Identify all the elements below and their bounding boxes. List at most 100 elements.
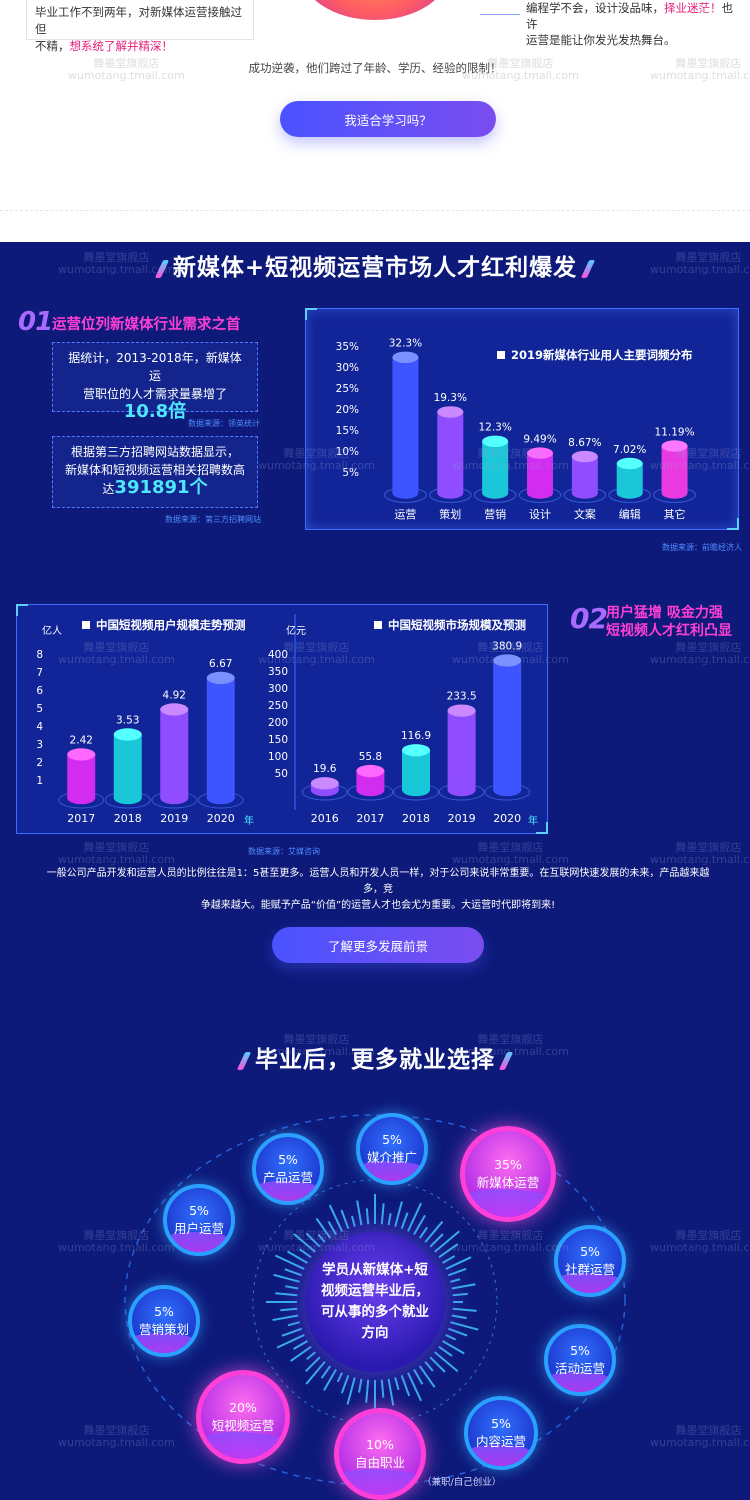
stat1-value: 10.8倍: [123, 401, 187, 422]
career-bubble: 5% 用户运营: [163, 1184, 235, 1256]
chart3-ytick: 100: [268, 751, 288, 763]
chart2-category-label: 2018: [114, 812, 142, 825]
bubble-label: 社群运营: [564, 1262, 615, 1277]
chart3-value-label: 55.8: [359, 751, 382, 763]
chart3-ytick: 150: [268, 734, 288, 746]
chart1-value-label: 8.67%: [568, 437, 601, 449]
chart2-category-label: 2019: [160, 812, 188, 825]
chart3-category-label: 2020: [493, 812, 521, 825]
chart1-value-label: 12.3%: [478, 422, 511, 434]
chart1-category-label: 设计: [529, 508, 551, 521]
stat2-text2: 新媒体和短视频运营相关招聘数高: [64, 463, 245, 477]
chart1-value-label: 7.02%: [613, 444, 646, 456]
connector-line: [480, 14, 520, 15]
chart2-ytick: 3: [36, 739, 43, 751]
bubble-wave: [468, 1444, 534, 1466]
career-ring-decor: [124, 1114, 626, 1486]
chart3-value-label: 19.6: [313, 763, 337, 775]
chart1-ytick: 20%: [336, 404, 359, 416]
chart2-ytick: 8: [36, 649, 43, 661]
chart2-source: 数据来源：艾媒咨询: [248, 847, 320, 856]
bubble-percent: 5%: [580, 1244, 600, 1259]
chart2-category-label: 2020: [207, 812, 235, 825]
chart3-value-label: 116.9: [401, 730, 431, 742]
bubble-percent: 5%: [189, 1203, 209, 1218]
chart3-bar: [347, 764, 394, 801]
bubble-wave: [167, 1231, 231, 1252]
stat1-text2: 营职位的人才需求量暴增了: [82, 387, 227, 401]
testimonial-left-highlight: 想系统了解并精深！: [69, 39, 174, 53]
chart2-ytick: 5: [36, 703, 43, 715]
learn-more-button[interactable]: 了解更多发展前景: [272, 927, 484, 963]
chart3-ytick: 200: [268, 717, 288, 729]
chart3-ytick: 350: [268, 666, 288, 678]
bubble-wave: [558, 1272, 622, 1293]
career-bubble: 5% 媒介推广: [356, 1113, 428, 1185]
chart2-bar: [58, 748, 105, 809]
chart3-value-label: 380.9: [492, 640, 522, 652]
career-bubble: 5% 营销策划: [128, 1285, 200, 1357]
title-slash-icon: [236, 1051, 252, 1070]
bubble-percent: 5%: [491, 1416, 511, 1431]
stat-box-1: 据统计，2013-2018年，新媒体运 营职位的人才需求量暴增了 10.8倍: [52, 342, 258, 421]
title-slash-icon: [580, 259, 596, 278]
chart1-category-label: 策划: [439, 507, 461, 521]
top-section: 毕业工作不到两年，对新媒体运营接触过但 不精，想系统了解并精深！ 编程学不会，设…: [0, 0, 750, 242]
bubble-label: 产品运营: [262, 1170, 313, 1185]
chart2-ytick: 7: [36, 667, 43, 679]
testimonial-right-line1: 编程学不会，设计没品味，: [526, 1, 664, 15]
bubble-wave: [360, 1160, 424, 1181]
bubble-wave: [339, 1468, 421, 1495]
chart3-bar: [484, 654, 531, 801]
chart1-bar: [428, 406, 472, 503]
chart3-ytick: 400: [268, 649, 288, 661]
career-center-circle: 学员从新媒体+短视频运营毕业后，可从事的多个就业方向: [305, 1232, 445, 1372]
chart3-category-label: 2016: [311, 812, 339, 825]
chart1-bar: [384, 351, 427, 503]
bubble-percent: 10%: [366, 1437, 394, 1452]
bubble-percent: 5%: [382, 1132, 402, 1147]
career-bubble: 5% 活动运营: [544, 1324, 616, 1396]
chart2-ytick: 1: [36, 775, 43, 787]
bubble-wave: [256, 1180, 320, 1201]
bubble-label: 媒介推广: [366, 1150, 417, 1165]
bubble-label: 短视频运营: [211, 1418, 275, 1433]
career-bubble: 5% 内容运营: [464, 1396, 538, 1470]
chart2-value-label: 4.92: [163, 689, 186, 701]
chart1-bar: [518, 447, 562, 503]
chart2-ylabel: 亿人: [42, 626, 62, 637]
chart2-value-label: 6.67: [209, 658, 232, 670]
bubble-wave: [548, 1371, 612, 1392]
chart3-bar: [393, 744, 439, 801]
section3-title: 毕业后，更多就业选择: [0, 1040, 750, 1074]
stat2-prefix: 达: [102, 482, 115, 496]
chart3-ylabel: 亿元: [286, 626, 306, 637]
section-number-02: 02: [570, 602, 608, 635]
title-slash-icon: [154, 259, 170, 278]
career-bubble: 10% 自由职业: [334, 1408, 426, 1500]
chart3-legend: 中国短视频市场规模及预测: [374, 617, 526, 633]
chart2-value-label: 2.42: [70, 734, 93, 746]
career-bubble: 5% 产品运营: [252, 1133, 324, 1205]
section-number-01: 01: [18, 307, 53, 337]
chart2-category-label: 2017: [67, 812, 95, 825]
title-slash-icon: [498, 1051, 514, 1070]
chart1-bar: [563, 450, 607, 503]
testimonial-right-highlight: 择业迷茫！: [664, 1, 722, 15]
chart1-category-label: 运营: [394, 507, 416, 521]
am-i-suitable-button[interactable]: 我适合学习吗？: [280, 101, 496, 137]
bubble-percent: 20%: [229, 1400, 257, 1415]
chart3-value-label: 233.5: [447, 690, 477, 702]
stat2-text1: 根据第三方招聘网站数据显示，: [70, 445, 239, 459]
chart1-svg: 35% 30% 25% 20% 15% 10% 5% 32.3% 运营 19.3% 策划 12.3% 营…: [336, 338, 696, 521]
bubble-wave: [132, 1332, 196, 1353]
chart3-xlabel: 年: [528, 816, 538, 827]
bubble-wave: [201, 1432, 285, 1459]
paragraph-line2: 争越来越大。能赋予产品“价值”的运营人才也会尤为重要。大运营时代即将到来!: [200, 900, 556, 911]
bubble-label: 活动运营: [554, 1361, 605, 1376]
paragraph-line1: 一般公司产品开发和运营人员的比例往往是1：5甚至更多。运营人员和开发人员一样，对…: [46, 868, 710, 895]
stat-box-2: 根据第三方招聘网站数据显示， 新媒体和短视频运营相关招聘数高 达391891个: [52, 436, 258, 508]
chart1-ytick: 15%: [336, 425, 359, 437]
